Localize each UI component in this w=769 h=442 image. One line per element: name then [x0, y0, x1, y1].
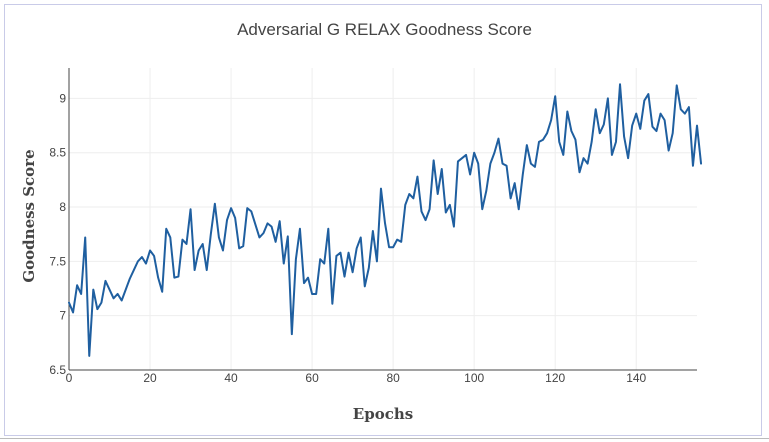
- x-tick-label: 100: [464, 371, 484, 385]
- x-tick-label: 120: [545, 371, 565, 385]
- y-tick-label: 9: [59, 91, 66, 105]
- x-tick-label: 20: [143, 371, 157, 385]
- y-axis-label: Goodness Score: [20, 149, 38, 283]
- x-axis-label: Epochs: [352, 405, 414, 423]
- x-tick-label: 60: [305, 371, 319, 385]
- x-tick-label: 80: [386, 371, 400, 385]
- x-tick-label: 140: [626, 371, 646, 385]
- y-tick-label: 8: [59, 200, 66, 214]
- x-tick-label: 40: [224, 371, 238, 385]
- y-tick-label: 7: [59, 309, 66, 323]
- y-tick-label: 8.5: [49, 146, 66, 160]
- bottom-divider: [0, 438, 769, 439]
- y-tick-label: 6.5: [49, 363, 66, 377]
- chart-title: Adversarial G RELAX Goodness Score: [237, 20, 532, 39]
- x-axis-ticks: 0 20 40 60 80 100 120 140: [66, 371, 647, 385]
- x-tick-label: 0: [66, 371, 73, 385]
- grid-lines: [69, 68, 697, 370]
- series-line: [68, 83, 703, 357]
- axes: [68, 68, 697, 371]
- chart-frame: [4, 4, 762, 436]
- y-tick-label: 7.5: [49, 254, 66, 268]
- series-line-group: [68, 83, 703, 357]
- y-axis-ticks: 6.5 7 7.5 8 8.5 9: [49, 91, 66, 377]
